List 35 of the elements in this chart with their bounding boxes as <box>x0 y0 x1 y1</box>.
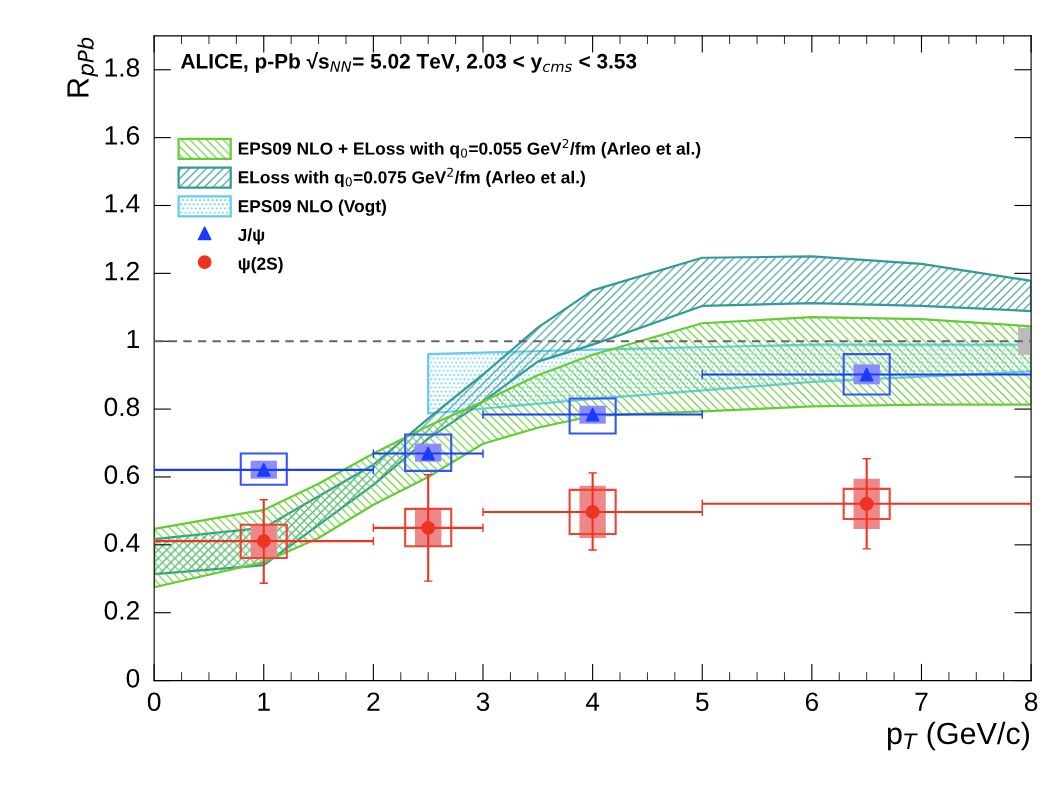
text: ALICE, p-Pb √s$_{NN}$= 5.02 TeV, 2.03 < y$_{cms}$ < 3.53 <box>180 51 637 73</box>
x-tick-label: 1 <box>258 692 270 711</box>
bar <box>239 452 288 486</box>
y-tick-label: 1.8 <box>105 58 140 77</box>
x-tick-label: 0 <box>147 692 161 712</box>
bar <box>842 353 891 396</box>
legend-label: ψ(2S) <box>238 257 283 274</box>
y-tick-label: 0.8 <box>104 397 140 417</box>
x-tick-label: 6 <box>805 692 819 712</box>
legend-label: EPS09 NLO (Vogt) <box>238 199 386 216</box>
bar <box>842 487 891 521</box>
legend-label: EPS09 NLO + ELoss with q$_{0}$=0.055 GeV$^{2}$/fm (Arleo et al.) <box>238 138 701 159</box>
y-axis-title: R$_{pPb}$ <box>67 37 98 97</box>
bar <box>404 433 453 472</box>
y-tick-label: 1.4 <box>105 194 140 213</box>
legend-label: ELoss with q$_{0}$=0.075 GeV$^{2}$/fm (Arleo et al.) <box>238 167 585 187</box>
y-tick-label: 1 <box>127 329 139 349</box>
x-tick-label: 3 <box>476 692 490 712</box>
y-tick-label: 0 <box>126 668 140 688</box>
y-tick-label: 0.4 <box>104 533 140 552</box>
x-tick-label: 7 <box>915 692 928 711</box>
bar <box>239 523 288 560</box>
x-tick-label: 8 <box>1024 692 1038 712</box>
y-tick-label: 0.2 <box>104 601 139 620</box>
bar <box>568 488 617 536</box>
x-tick-label: 4 <box>585 692 600 711</box>
legend-label: J/ψ <box>237 228 265 245</box>
x-tick-label: 2 <box>367 692 380 711</box>
y-tick-label: 0.6 <box>104 465 140 485</box>
x-tick-label: 5 <box>695 692 709 712</box>
y-tick-label: 1.6 <box>105 126 140 145</box>
bar <box>568 397 617 435</box>
y-tick-label: 1.2 <box>105 261 139 281</box>
x-axis-title: p$_{T}$ (GeV/c) <box>887 721 1030 751</box>
bar <box>404 507 453 548</box>
